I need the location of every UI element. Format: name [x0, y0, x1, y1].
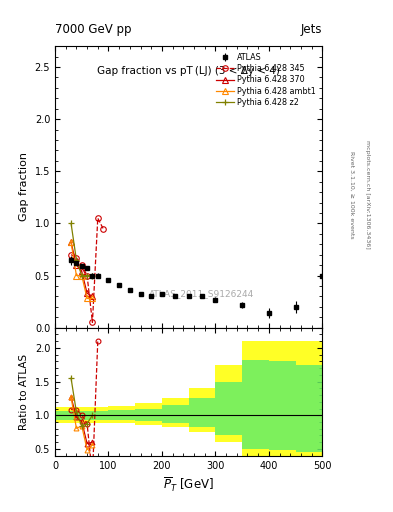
- Pythia 6.428 370: [85, 290, 90, 296]
- Text: Rivet 3.1.10, ≥ 100k events: Rivet 3.1.10, ≥ 100k events: [349, 151, 354, 239]
- Line: Pythia 6.428 ambt1: Pythia 6.428 ambt1: [68, 240, 95, 301]
- Line: Pythia 6.428 345: Pythia 6.428 345: [68, 216, 106, 325]
- Pythia 6.428 z2: [90, 272, 95, 279]
- Text: 7000 GeV pp: 7000 GeV pp: [55, 23, 132, 36]
- Pythia 6.428 370: [90, 293, 95, 300]
- Text: ATLAS_2011_S9126244: ATLAS_2011_S9126244: [149, 289, 255, 298]
- Pythia 6.428 ambt1: [79, 272, 84, 279]
- Line: Pythia 6.428 370: Pythia 6.428 370: [68, 240, 95, 299]
- Text: Gap fraction vs pT (LJ) (3 < Δy < 4): Gap fraction vs pT (LJ) (3 < Δy < 4): [97, 66, 280, 76]
- Y-axis label: Ratio to ATLAS: Ratio to ATLAS: [19, 354, 29, 430]
- Legend: ATLAS, Pythia 6.428 345, Pythia 6.428 370, Pythia 6.428 ambt1, Pythia 6.428 z2: ATLAS, Pythia 6.428 345, Pythia 6.428 37…: [214, 50, 318, 110]
- Text: mcplots.cern.ch [arXiv:1306.3436]: mcplots.cern.ch [arXiv:1306.3436]: [365, 140, 370, 249]
- Pythia 6.428 ambt1: [90, 295, 95, 302]
- Pythia 6.428 z2: [79, 272, 84, 279]
- Pythia 6.428 345: [95, 215, 100, 221]
- Pythia 6.428 370: [79, 268, 84, 274]
- Pythia 6.428 345: [90, 319, 95, 326]
- Pythia 6.428 345: [79, 262, 84, 268]
- Pythia 6.428 ambt1: [74, 272, 79, 279]
- X-axis label: $\overline{P}_{T}$ [GeV]: $\overline{P}_{T}$ [GeV]: [163, 476, 214, 494]
- Pythia 6.428 ambt1: [85, 295, 90, 302]
- Pythia 6.428 345: [101, 225, 105, 231]
- Pythia 6.428 ambt1: [69, 239, 73, 245]
- Pythia 6.428 z2: [85, 272, 90, 279]
- Pythia 6.428 z2: [69, 220, 73, 226]
- Y-axis label: Gap fraction: Gap fraction: [19, 153, 29, 221]
- Pythia 6.428 370: [74, 262, 79, 268]
- Line: Pythia 6.428 z2: Pythia 6.428 z2: [68, 220, 96, 279]
- Pythia 6.428 345: [74, 255, 79, 261]
- Pythia 6.428 370: [69, 239, 73, 245]
- Pythia 6.428 345: [85, 272, 90, 279]
- Pythia 6.428 z2: [74, 257, 79, 263]
- Pythia 6.428 345: [69, 251, 73, 258]
- Text: Jets: Jets: [301, 23, 322, 36]
